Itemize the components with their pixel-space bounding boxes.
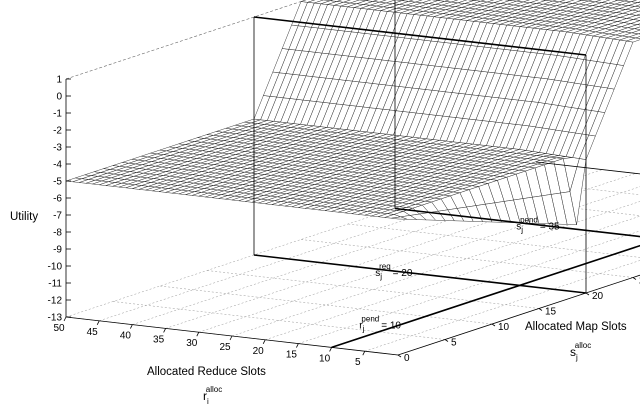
- annotation-s-pend: sjpend= 35: [516, 215, 560, 234]
- floor-grid-line: [231, 201, 640, 337]
- y-tick-mark: [329, 347, 332, 352]
- y-axis-symbol: rjalloc: [203, 385, 222, 404]
- y-tick-label: 25: [219, 342, 231, 353]
- y-tick-label: 35: [153, 334, 165, 345]
- x-tick-mark: [397, 354, 402, 358]
- floor-grid-line: [198, 186, 640, 333]
- annotation-r-pend: rjpend= 10: [359, 314, 401, 333]
- z-tick-label: -6: [53, 194, 62, 205]
- surface-cell: [631, 29, 640, 35]
- y-tick-label: 15: [286, 350, 298, 361]
- line-s-req: [253, 254, 587, 294]
- y-tick-mark: [296, 343, 299, 348]
- surface-cell: [552, 0, 566, 3]
- y-tick-mark: [362, 351, 366, 356]
- z-tick-label: -13: [48, 313, 63, 324]
- surface-cell: [624, 0, 638, 2]
- surface-cell: [480, 0, 495, 3]
- x-tick-label: 15: [545, 307, 557, 318]
- surface-cell: [637, 1, 640, 3]
- line-r-pend: [331, 244, 640, 349]
- line-s-pend: [394, 207, 640, 238]
- surface-cell: [630, 20, 640, 25]
- surface-cell: [636, 13, 640, 17]
- y-tick-mark: [229, 335, 233, 341]
- surface-cell: [444, 0, 459, 3]
- floor-grid-line: [300, 239, 634, 278]
- surface-cell: [366, 0, 378, 2]
- surface-cell: [635, 4, 640, 8]
- y-tick-label: 10: [319, 353, 331, 364]
- x-tick-mark: [491, 323, 496, 327]
- y-tick-mark: [163, 328, 166, 333]
- z-tick-label: -9: [53, 245, 62, 256]
- y-axis: 5 10 15 20 25 30 35 40 45 50: [53, 316, 366, 368]
- y-tick-label: 20: [253, 346, 265, 357]
- threshold-lines: [253, 0, 640, 349]
- x-tick-label: 0: [404, 353, 410, 364]
- x-axis-symbol: sjalloc: [570, 341, 591, 362]
- z-tick-label: -1: [53, 109, 62, 120]
- z-tick-label: 1: [56, 75, 62, 86]
- line-s-req-top: [253, 16, 587, 56]
- y-tick-mark: [196, 332, 200, 337]
- surface-cell: [632, 7, 640, 12]
- box-edge: [65, 0, 307, 80]
- z-tick-label: -7: [53, 211, 62, 222]
- y-tick-label: 45: [87, 327, 99, 338]
- box-edge: [535, 161, 640, 175]
- z-tick-label: -8: [53, 228, 62, 239]
- surface-cell: [633, 17, 640, 21]
- y-tick-label: 30: [186, 338, 198, 349]
- y-tick-mark: [63, 316, 67, 322]
- surface-cell: [631, 0, 640, 3]
- z-tick-label: -4: [53, 160, 62, 171]
- x-tick-mark: [632, 277, 637, 280]
- z-tick-label: -5: [53, 177, 62, 188]
- x-axis-label: Allocated Map Slots: [525, 321, 627, 333]
- x-tick-mark: [538, 308, 543, 311]
- y-tick-label: 50: [53, 323, 65, 334]
- surface-cell: [474, 0, 486, 2]
- surface-cell: [634, 26, 640, 30]
- annotations: sjpend= 35 rjpend= 10 sjreq= 20: [359, 215, 560, 333]
- z-axis-label: Utility: [10, 211, 38, 223]
- z-tick-label: -10: [48, 262, 63, 273]
- x-tick-label: 5: [451, 338, 457, 349]
- x-tick-mark: [444, 339, 449, 342]
- z-tick-label: -3: [53, 143, 62, 154]
- x-tick-label: 10: [498, 322, 510, 333]
- z-tick-label: -12: [48, 296, 63, 307]
- x-tick-label: 20: [592, 291, 604, 302]
- floor-grid-line: [347, 223, 640, 258]
- utility-surface: [65, 0, 640, 225]
- z-tick-label: -2: [53, 126, 62, 137]
- annotation-s-req: sjreq= 20: [375, 262, 413, 281]
- y-tick-label: 5: [355, 357, 361, 368]
- y-tick-mark: [96, 320, 100, 325]
- floor-grid-line: [159, 285, 493, 325]
- surface-cell: [402, 0, 414, 2]
- surface-cell: [588, 0, 602, 3]
- y-tick-label: 40: [120, 331, 132, 342]
- z-tick-label: 0: [56, 92, 62, 103]
- surface-cell: [330, 0, 342, 2]
- x-tick-mark: [585, 292, 590, 296]
- z-tick-label: -11: [48, 279, 62, 290]
- surface-cell: [635, 36, 640, 39]
- surface-cell: [438, 0, 450, 2]
- y-tick-mark: [130, 324, 133, 329]
- y-axis-label: Allocated Reduce Slots: [147, 366, 266, 378]
- y-tick-mark: [262, 339, 266, 344]
- surface-cell: [546, 0, 557, 2]
- surface-cell: [516, 0, 530, 3]
- z-axis: 1 0 -1 -2 -3 -4 -5 -6 -7 -8 -9 -10 -11 -12 -13: [48, 75, 71, 324]
